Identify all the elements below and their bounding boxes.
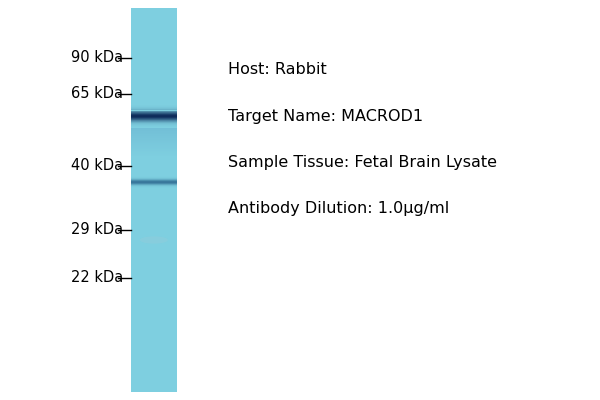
Text: 90 kDa: 90 kDa (71, 50, 123, 66)
Bar (131, 143, 177, 144)
Bar (131, 154, 177, 155)
Text: Host: Rabbit: Host: Rabbit (228, 62, 327, 78)
Bar (131, 147, 177, 148)
Bar (131, 133, 177, 134)
Bar (131, 132, 177, 133)
Bar (131, 8, 177, 392)
Text: 65 kDa: 65 kDa (71, 86, 123, 102)
Bar (131, 150, 177, 151)
Bar (131, 151, 177, 152)
Bar (131, 152, 177, 153)
Bar (131, 155, 177, 156)
Bar (131, 135, 177, 136)
Text: Target Name: MACROD1: Target Name: MACROD1 (228, 108, 423, 124)
Bar (131, 134, 177, 135)
Bar (131, 153, 177, 154)
Text: 22 kDa: 22 kDa (71, 270, 123, 286)
Bar (131, 148, 177, 149)
Bar (131, 149, 177, 150)
Bar (131, 142, 177, 143)
Bar (131, 139, 177, 140)
Bar (131, 128, 177, 129)
Bar (131, 145, 177, 146)
Text: 40 kDa: 40 kDa (71, 158, 123, 174)
Text: 29 kDa: 29 kDa (71, 222, 123, 238)
Ellipse shape (140, 236, 168, 244)
Bar (131, 130, 177, 131)
Bar (131, 137, 177, 138)
Bar (131, 143, 177, 144)
Bar (131, 154, 177, 155)
Text: Sample Tissue: Fetal Brain Lysate: Sample Tissue: Fetal Brain Lysate (228, 154, 497, 170)
Bar (131, 131, 177, 132)
Bar (131, 146, 177, 147)
Bar (131, 141, 177, 142)
Bar (131, 136, 177, 137)
Bar (131, 144, 177, 145)
Bar (131, 138, 177, 139)
Text: Antibody Dilution: 1.0µg/ml: Antibody Dilution: 1.0µg/ml (228, 200, 449, 216)
